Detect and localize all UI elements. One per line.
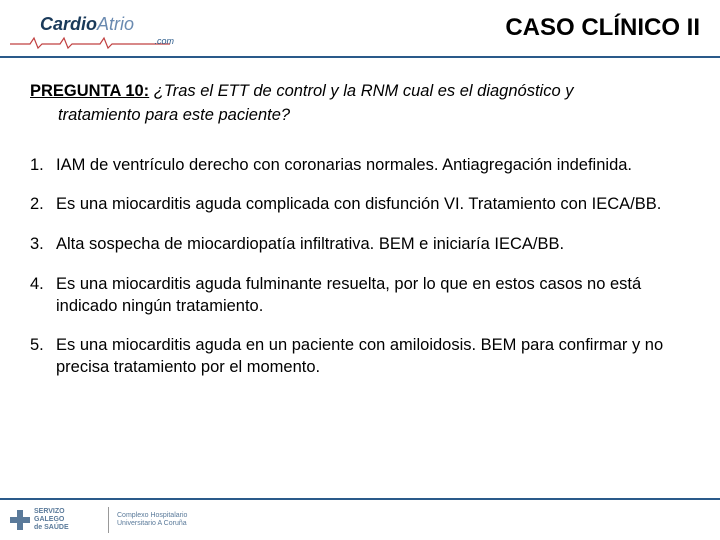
option-text: Es una miocarditis aguda en un paciente … bbox=[56, 335, 694, 379]
sergas-line3: de SAÚDE bbox=[34, 524, 69, 531]
logo-cardio: Cardio bbox=[40, 14, 97, 34]
option-text: IAM de ventrículo derecho con coronarias… bbox=[56, 155, 694, 177]
option-number: 3. bbox=[30, 234, 56, 256]
option-1: 1. IAM de ventrículo derecho con coronar… bbox=[30, 155, 694, 177]
question-label: PREGUNTA 10: bbox=[30, 82, 149, 100]
option-text: Es una miocarditis aguda fulminante resu… bbox=[56, 274, 694, 318]
hospital-line1: Complexo Hospitalario bbox=[117, 512, 187, 519]
option-number: 1. bbox=[30, 155, 56, 177]
option-text: Es una miocarditis aguda complicada con … bbox=[56, 194, 694, 216]
footer-separator bbox=[108, 507, 109, 533]
option-2: 2. Es una miocarditis aguda complicada c… bbox=[30, 194, 694, 216]
slide-footer: SERVIZO GALEGO de SAÚDE Complexo Hospita… bbox=[0, 498, 720, 540]
cross-icon bbox=[10, 510, 30, 530]
answer-options: 1. IAM de ventrículo derecho con coronar… bbox=[26, 155, 694, 379]
ecg-line-icon bbox=[10, 36, 170, 50]
option-text: Alta sospecha de miocardiopatía infiltra… bbox=[56, 234, 694, 256]
hospital-line2: Universitario A Coruña bbox=[117, 520, 187, 527]
slide-title: CASO CLÍNICO II bbox=[505, 14, 700, 42]
question-block: PREGUNTA 10: ¿Tras el ETT de control y l… bbox=[26, 80, 694, 127]
option-number: 5. bbox=[30, 335, 56, 379]
sergas-line2: GALEGO bbox=[34, 516, 64, 523]
option-4: 4. Es una miocarditis aguda fulminante r… bbox=[30, 274, 694, 318]
option-number: 2. bbox=[30, 194, 56, 216]
cardioatrio-logo: CardioAtrio .com bbox=[10, 8, 180, 50]
logo-text: CardioAtrio bbox=[40, 14, 134, 35]
logo-dotcom: .com bbox=[154, 36, 174, 46]
sergas-text: SERVIZO GALEGO de SAÚDE bbox=[34, 508, 69, 531]
logo-atrio: Atrio bbox=[97, 14, 134, 34]
slide-content: PREGUNTA 10: ¿Tras el ETT de control y l… bbox=[0, 58, 720, 379]
hospital-text: Complexo Hospitalario Universitario A Co… bbox=[117, 512, 187, 527]
option-number: 4. bbox=[30, 274, 56, 318]
question-text-line1: ¿Tras el ETT de control y la RNM cual es… bbox=[149, 82, 573, 100]
slide-header: CardioAtrio .com CASO CLÍNICO II bbox=[0, 0, 720, 58]
sergas-line1: SERVIZO bbox=[34, 508, 65, 515]
option-5: 5. Es una miocarditis aguda en un pacien… bbox=[30, 335, 694, 379]
sergas-logo: SERVIZO GALEGO de SAÚDE bbox=[10, 506, 100, 534]
question-text-line2: tratamiento para este paciente? bbox=[30, 104, 694, 126]
option-3: 3. Alta sospecha de miocardiopatía infil… bbox=[30, 234, 694, 256]
